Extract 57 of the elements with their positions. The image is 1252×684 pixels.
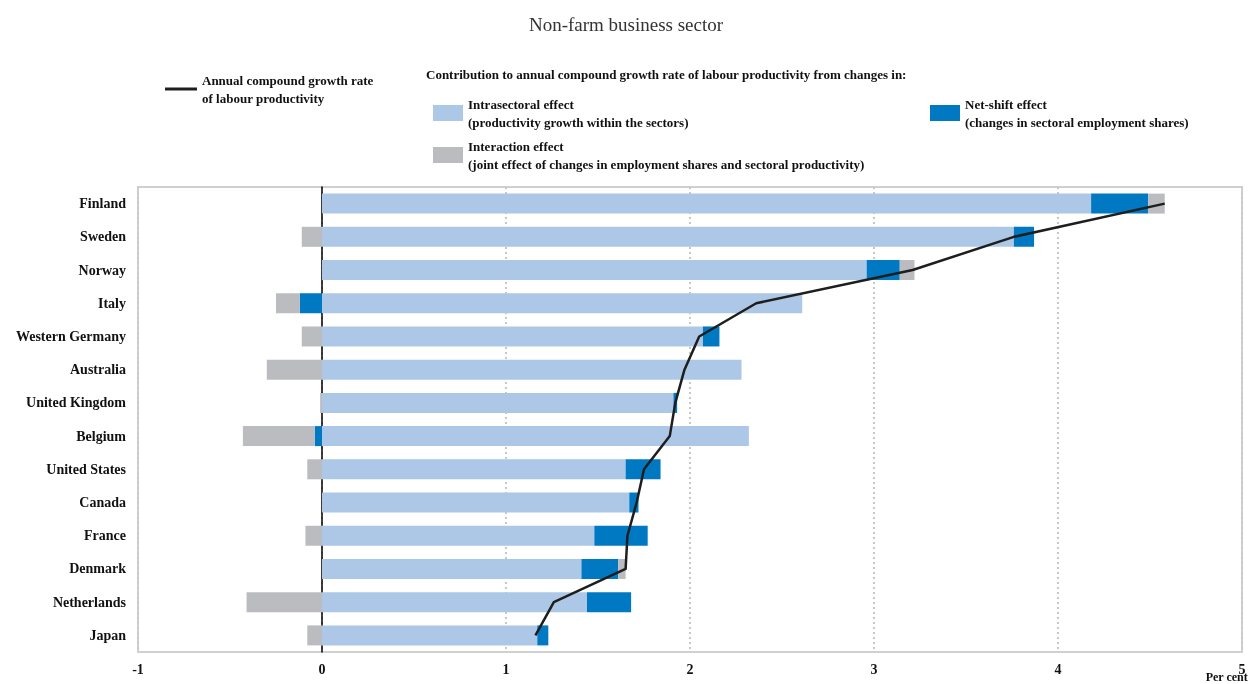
x-tick-label: 2 <box>686 661 694 677</box>
bar <box>322 226 1014 247</box>
bar <box>581 558 619 579</box>
y-tick-label: Norway <box>78 262 126 278</box>
bar <box>266 359 322 380</box>
bar <box>305 525 322 546</box>
legend-label: Annual compound growth rate of labour productivity <box>202 72 374 106</box>
bar <box>301 326 322 347</box>
bar <box>322 525 595 546</box>
bar <box>322 426 749 447</box>
y-tick-label: France <box>84 528 126 544</box>
bar <box>322 459 626 480</box>
y-tick-label: United States <box>46 461 127 477</box>
bar <box>301 226 322 247</box>
legend-label: Intrasectoral effect (productivity growth within the sectors) <box>468 96 689 130</box>
y-tick-label: Sweden <box>80 229 127 245</box>
x-tick-label: 1 <box>502 661 510 677</box>
bar <box>322 293 803 314</box>
y-tick-label: Italy <box>98 295 126 311</box>
y-tick-label: Denmark <box>69 561 127 577</box>
x-tick-label: 3 <box>870 661 878 677</box>
bar <box>322 592 587 613</box>
bar <box>299 293 322 314</box>
bar <box>322 558 582 579</box>
bar <box>1091 193 1149 214</box>
y-tick-label: Netherlands <box>52 594 127 610</box>
y-tick-label: Western Germany <box>15 328 126 344</box>
bar <box>322 326 703 347</box>
chart-title: Non-farm business sector <box>528 14 724 35</box>
bar <box>314 426 322 447</box>
bar <box>307 459 322 480</box>
bar <box>586 592 632 613</box>
legend-label: Interaction effect (joint effect of changes in employment shares and sectoral productivity) <box>468 138 865 172</box>
legend-title: Contribution to annual compound growth rate of labour productivity from changes in: <box>426 67 907 82</box>
x-tick-label: 0 <box>318 661 326 677</box>
bar <box>322 392 674 413</box>
bar <box>307 625 322 646</box>
y-tick-label: United Kingdom <box>26 395 127 411</box>
x-tick-label: 4 <box>1054 661 1062 677</box>
bar <box>322 193 1092 214</box>
bar <box>242 426 315 447</box>
bar <box>322 260 867 281</box>
legend-label: Net-shift effect (changes in sectoral employment shares) <box>965 96 1189 130</box>
y-tick-label: Belgium <box>76 428 127 444</box>
y-tick-label: Canada <box>79 495 126 511</box>
y-tick-label: Japan <box>89 627 127 643</box>
bar <box>322 492 630 513</box>
bar <box>594 525 648 546</box>
bar <box>276 293 300 314</box>
y-tick-label: Australia <box>70 362 126 378</box>
bar <box>322 625 538 646</box>
bar <box>537 625 549 646</box>
bar <box>322 359 742 380</box>
x-tick-label: -1 <box>132 661 144 677</box>
bar <box>246 592 322 613</box>
bar <box>625 459 661 480</box>
y-tick-label: Finland <box>79 196 127 212</box>
